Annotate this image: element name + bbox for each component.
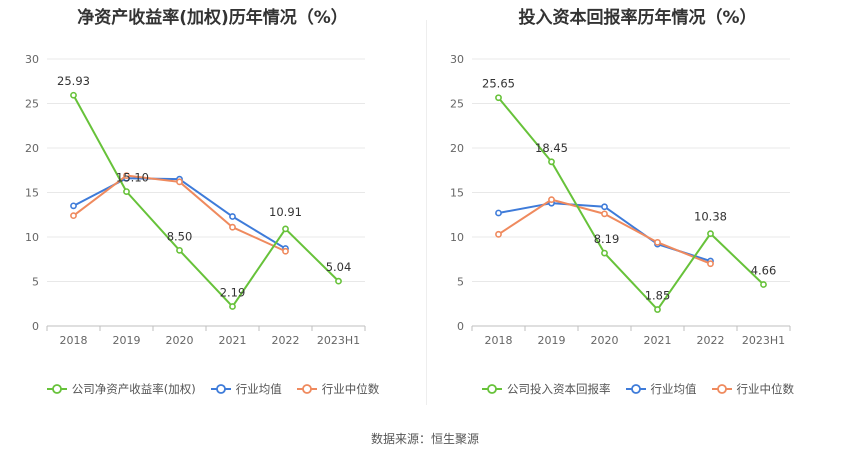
data-point[interactable] (229, 213, 236, 220)
data-point[interactable] (548, 158, 555, 166)
data-point[interactable] (282, 247, 289, 255)
data-point[interactable] (70, 202, 77, 210)
data-point[interactable] (123, 172, 130, 179)
data-source-note: 数据来源：恒生聚源 (370, 432, 479, 446)
x-tick-label: 2022 (697, 334, 725, 347)
y-tick-label: 25 (25, 98, 39, 111)
data-point[interactable] (707, 260, 714, 268)
x-tick-label: 2023H1 (317, 334, 360, 347)
series-line (72, 94, 340, 308)
roe-chart-panel: 净资产收益率(加权)历年情况（%） 0 5 10 15 20 25 30 2018 2019 20… (0, 0, 425, 410)
data-point[interactable] (176, 178, 183, 186)
data-point[interactable] (760, 281, 767, 288)
data-point[interactable] (654, 306, 661, 313)
data-point[interactable] (495, 94, 502, 102)
legend-item[interactable]: 公司投入资本回报率 (481, 381, 611, 397)
legend-label: 公司净资产收益率(加权) (71, 382, 196, 396)
data-point[interactable] (282, 225, 289, 233)
x-tick-label: 2020 (166, 334, 194, 347)
legend-item[interactable]: 行业中位数 (296, 381, 380, 397)
data-label: 4.66 (751, 264, 777, 278)
legend-item[interactable]: 行业中位数 (711, 381, 795, 397)
data-label: 8.19 (594, 232, 620, 246)
y-tick-label: 0 (457, 320, 464, 333)
y-tick-label: 5 (457, 276, 464, 289)
legend-label: 公司投入资本回报率 (507, 382, 611, 396)
x-tick-label: 2018 (485, 334, 513, 347)
data-point[interactable] (335, 277, 342, 285)
x-tick-label: 2022 (272, 334, 300, 347)
y-tick-label: 25 (450, 98, 464, 111)
legend-item[interactable]: 行业均值 (625, 381, 697, 397)
data-label: 15.10 (116, 171, 149, 185)
legend-label: 行业均值 (650, 382, 697, 396)
x-tick-label: 2018 (60, 334, 88, 347)
y-tick-label: 20 (450, 142, 464, 155)
legend-swatch-icon (482, 384, 502, 394)
data-label: 25.65 (482, 77, 515, 91)
x-tick-label: 2019 (538, 334, 566, 347)
x-tick-label: 2023H1 (742, 334, 785, 347)
legend-swatch-icon (711, 384, 732, 394)
legend-swatch-icon (210, 384, 231, 394)
data-point[interactable] (495, 230, 502, 238)
y-tick-label: 10 (450, 231, 464, 244)
legend-swatch-icon (625, 384, 646, 394)
data-point[interactable] (229, 223, 236, 231)
panel-divider (426, 20, 427, 405)
legend-item[interactable]: 行业均值 (210, 381, 282, 397)
data-point[interactable] (707, 230, 714, 238)
data-label: 5.04 (326, 260, 352, 274)
y-tick-label: 10 (25, 231, 39, 244)
legend-label: 行业中位数 (736, 382, 795, 396)
y-tick-label: 5 (32, 276, 39, 289)
chart-legend: 公司净资产收益率(加权) 行业均值 行业中位数 (0, 381, 425, 397)
legend-swatch-icon (296, 384, 317, 394)
y-tick-label: 0 (32, 320, 39, 333)
data-label: 18.45 (535, 141, 568, 155)
data-point[interactable] (601, 249, 608, 257)
y-tick-label: 30 (25, 53, 39, 66)
data-point[interactable] (229, 303, 236, 310)
data-point[interactable] (548, 196, 555, 204)
data-point[interactable] (601, 203, 608, 211)
data-point[interactable] (70, 212, 77, 220)
roic-line-chart: 0 5 10 15 20 25 30 2018 2019 2020 2021 2022 2023H1 25… (450, 53, 791, 347)
legend-label: 行业均值 (235, 382, 282, 396)
data-point[interactable] (123, 188, 130, 196)
y-tick-label: 20 (25, 142, 39, 155)
roic-chart-panel: 投入资本回报率历年情况（%） 0 5 10 15 20 25 30 2018 2019 2020 2… (425, 0, 850, 410)
chart-title: 投入资本回报率历年情况（%） (518, 8, 757, 28)
data-label: 25.93 (57, 74, 90, 88)
x-tick-label: 2020 (591, 334, 619, 347)
data-label: 1.85 (645, 289, 671, 303)
legend-swatch-icon (46, 384, 67, 394)
series-line (497, 97, 765, 311)
y-tick-label: 15 (450, 187, 464, 200)
y-tick-label: 30 (450, 53, 464, 66)
data-label: 10.38 (694, 210, 727, 224)
roe-line-chart: 0 5 10 15 20 25 30 2018 2019 2020 2021 2022 2023H1 25… (25, 53, 366, 347)
legend-item[interactable]: 公司净资产收益率(加权) (46, 381, 196, 397)
y-tick-label: 15 (25, 187, 39, 200)
data-point[interactable] (601, 210, 608, 218)
x-tick-label: 2019 (113, 334, 141, 347)
x-tick-label: 2021 (644, 334, 672, 347)
data-point[interactable] (70, 91, 77, 99)
chart-title: 净资产收益率(加权)历年情况（%） (77, 8, 348, 28)
data-label: 8.50 (167, 229, 193, 243)
x-tick-label: 2021 (219, 334, 247, 347)
data-point[interactable] (176, 246, 183, 254)
data-label: 10.91 (269, 205, 302, 219)
data-point[interactable] (654, 238, 661, 246)
data-label: 2.19 (220, 286, 246, 300)
legend-label: 行业中位数 (321, 382, 380, 396)
data-point[interactable] (495, 209, 502, 217)
chart-legend: 公司投入资本回报率 行业均值 行业中位数 (425, 381, 850, 397)
